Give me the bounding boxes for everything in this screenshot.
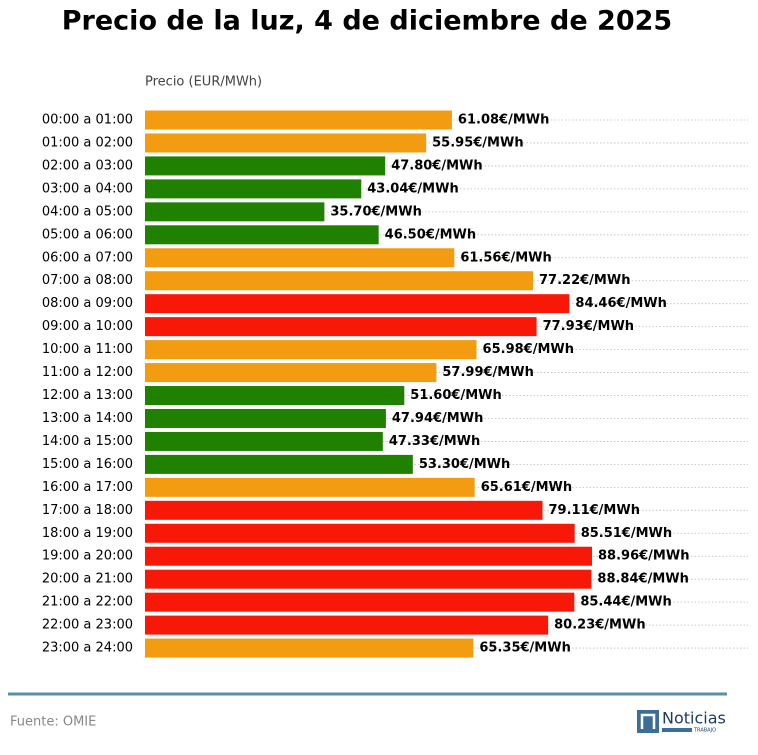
bar bbox=[145, 133, 427, 153]
y-tick-label: 13:00 a 14:00 bbox=[42, 411, 133, 426]
value-label: 77.93€/MWh bbox=[543, 319, 634, 334]
bar bbox=[145, 340, 477, 360]
value-label: 55.95€/MWh bbox=[432, 135, 523, 150]
y-tick-label: 23:00 a 24:00 bbox=[42, 641, 133, 656]
y-tick-label: 08:00 a 09:00 bbox=[42, 296, 133, 311]
value-label: 79.11€/MWh bbox=[549, 503, 640, 518]
value-label: 47.94€/MWh bbox=[392, 411, 483, 426]
axis-label: Precio (EUR/MWh) bbox=[145, 75, 262, 90]
bar bbox=[145, 477, 475, 497]
bar bbox=[145, 202, 325, 222]
bar bbox=[145, 248, 455, 268]
bar bbox=[145, 156, 386, 176]
y-tick-label: 03:00 a 04:00 bbox=[42, 181, 133, 196]
bar bbox=[145, 569, 592, 589]
y-tick-label: 19:00 a 20:00 bbox=[42, 549, 133, 564]
bar bbox=[145, 408, 386, 428]
bar bbox=[145, 294, 570, 314]
value-label: 65.35€/MWh bbox=[479, 641, 570, 656]
y-tick-label: 00:00 a 01:00 bbox=[42, 113, 133, 128]
bar bbox=[145, 500, 543, 520]
y-tick-label: 10:00 a 11:00 bbox=[42, 342, 133, 357]
bar bbox=[145, 386, 405, 406]
value-label: 53.30€/MWh bbox=[419, 457, 510, 472]
y-tick-label: 21:00 a 22:00 bbox=[42, 595, 133, 610]
value-label: 77.22€/MWh bbox=[539, 273, 630, 288]
value-label: 47.80€/MWh bbox=[391, 158, 482, 173]
y-tick-label: 20:00 a 21:00 bbox=[42, 572, 133, 587]
bar bbox=[145, 179, 362, 199]
value-label: 84.46€/MWh bbox=[575, 296, 666, 311]
value-label: 51.60€/MWh bbox=[410, 388, 501, 403]
value-label: 80.23€/MWh bbox=[554, 618, 645, 633]
y-tick-label: 01:00 a 02:00 bbox=[42, 135, 133, 150]
y-tick-label: 09:00 a 10:00 bbox=[42, 319, 133, 334]
source: Fuente: OMIE bbox=[10, 715, 96, 730]
bar bbox=[145, 638, 474, 658]
y-tick-label: 15:00 a 16:00 bbox=[42, 457, 133, 472]
value-label: 85.44€/MWh bbox=[580, 595, 671, 610]
logo: Noticias TRABAJO bbox=[637, 709, 726, 734]
y-tick-label: 05:00 a 06:00 bbox=[42, 227, 133, 242]
value-label: 65.98€/MWh bbox=[483, 342, 574, 357]
y-tick-label: 04:00 a 05:00 bbox=[42, 204, 133, 219]
bar bbox=[145, 363, 437, 383]
y-tick-label: 18:00 a 19:00 bbox=[42, 526, 133, 541]
y-tick-label: 14:00 a 15:00 bbox=[42, 434, 133, 449]
bar bbox=[145, 225, 379, 245]
y-tick-label: 07:00 a 08:00 bbox=[42, 273, 133, 288]
value-label: 35.70€/MWh bbox=[330, 204, 421, 219]
chart-title: Precio de la luz, 4 de diciembre de 2025 bbox=[62, 6, 672, 37]
logo-text: Noticias bbox=[662, 709, 726, 728]
logo-subtext: TRABAJO bbox=[693, 728, 716, 734]
bar bbox=[145, 431, 383, 451]
y-tick-label: 12:00 a 13:00 bbox=[42, 388, 133, 403]
bar bbox=[145, 317, 537, 337]
logo-bar bbox=[662, 728, 692, 732]
bar bbox=[145, 546, 593, 566]
bar bbox=[145, 523, 575, 543]
y-tick-label: 06:00 a 07:00 bbox=[42, 250, 133, 265]
value-label: 88.84€/MWh bbox=[597, 572, 688, 587]
y-tick-label: 11:00 a 12:00 bbox=[42, 365, 133, 380]
value-label: 88.96€/MWh bbox=[598, 549, 689, 564]
value-label: 85.51€/MWh bbox=[581, 526, 672, 541]
bar bbox=[145, 454, 413, 474]
value-label: 65.61€/MWh bbox=[481, 480, 572, 495]
bar bbox=[145, 271, 534, 291]
value-label: 57.99€/MWh bbox=[442, 365, 533, 380]
y-tick-label: 02:00 a 03:00 bbox=[42, 158, 133, 173]
value-label: 47.33€/MWh bbox=[389, 434, 480, 449]
value-label: 61.56€/MWh bbox=[460, 250, 551, 265]
value-label: 43.04€/MWh bbox=[367, 181, 458, 196]
logo-icon bbox=[637, 710, 659, 733]
logo-glyph bbox=[640, 713, 656, 729]
bar bbox=[145, 110, 452, 130]
bar bbox=[145, 592, 575, 612]
y-tick-label: 17:00 a 18:00 bbox=[42, 503, 133, 518]
y-tick-label: 16:00 a 17:00 bbox=[42, 480, 133, 495]
y-tick-label: 22:00 a 23:00 bbox=[42, 618, 133, 633]
bar bbox=[145, 615, 549, 635]
value-label: 46.50€/MWh bbox=[385, 227, 476, 242]
value-label: 61.08€/MWh bbox=[458, 113, 549, 128]
